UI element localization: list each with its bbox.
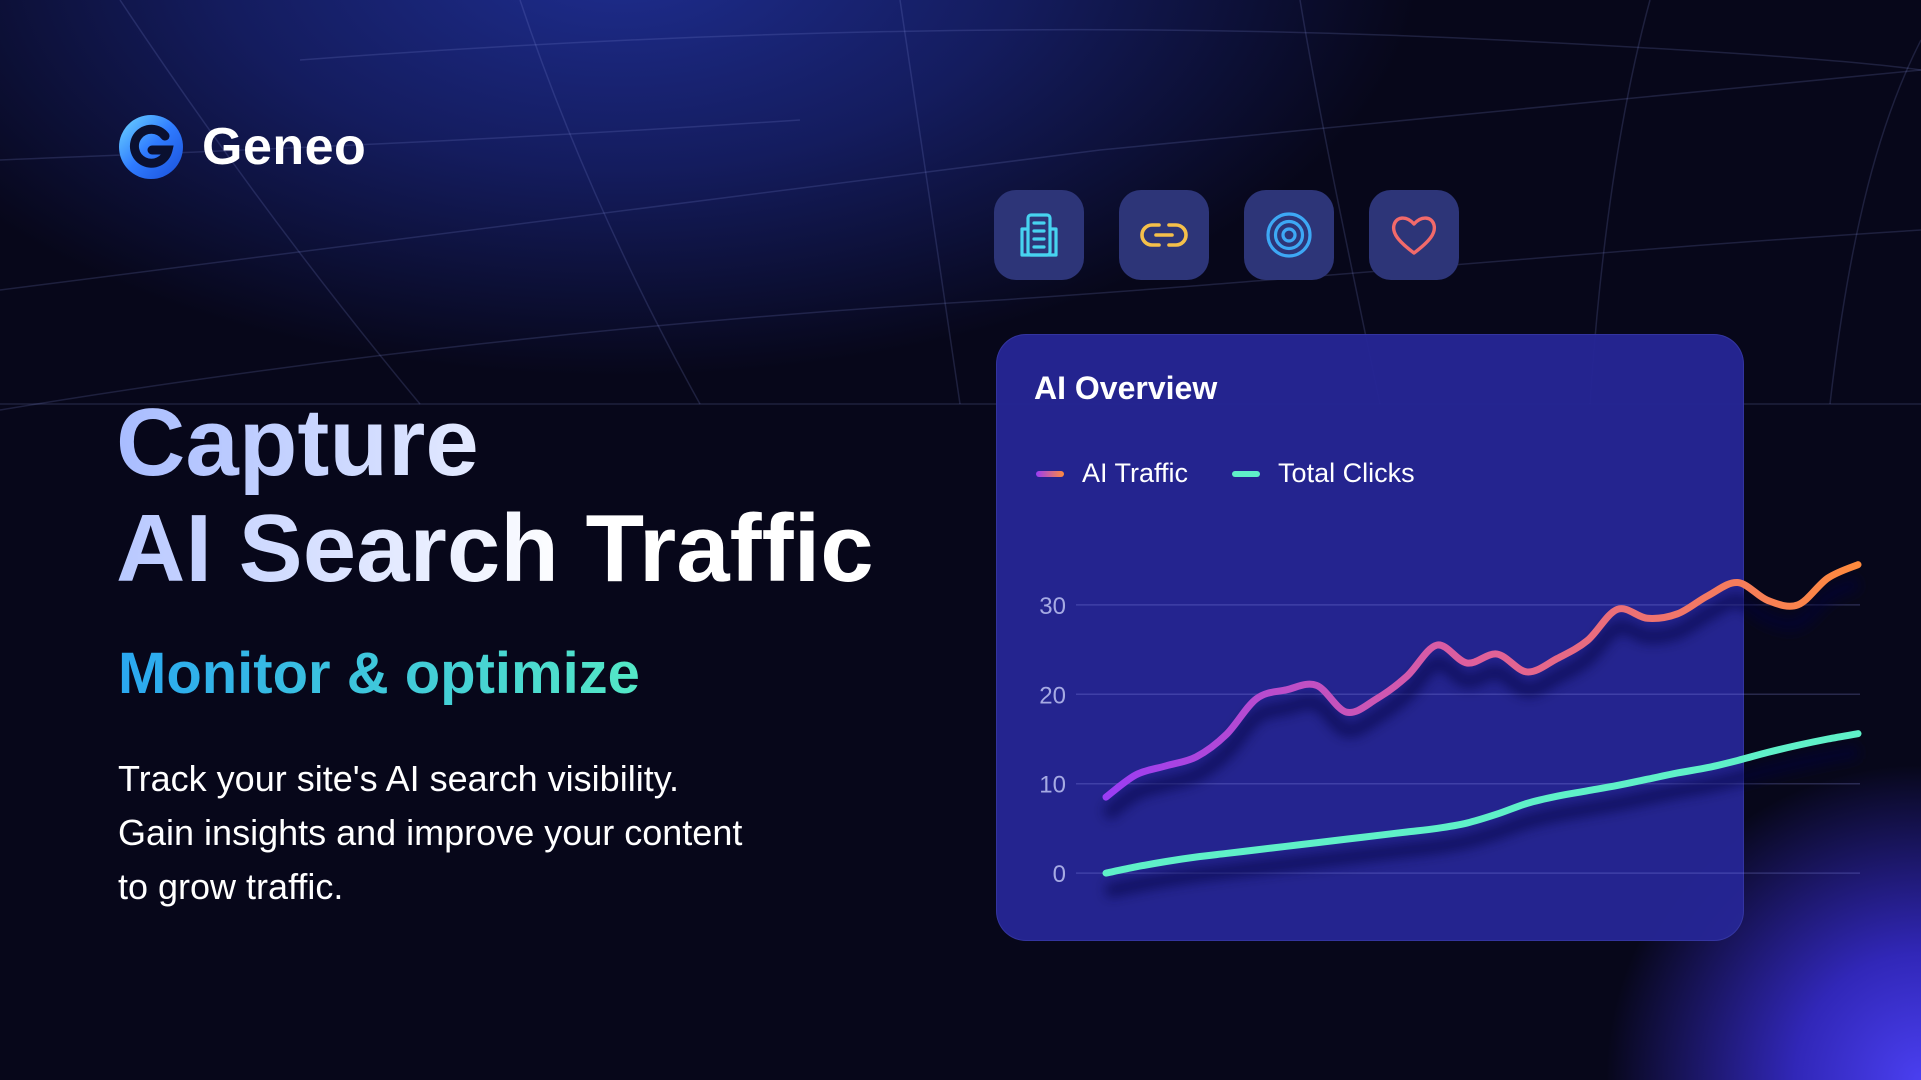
series-shadow-ai-traffic: [1101, 576, 1861, 821]
description: Track your site's AI search visibility. …: [118, 752, 838, 914]
legend-label: Total Clicks: [1278, 458, 1415, 488]
legend-item-total-clicks[interactable]: Total Clicks: [1232, 458, 1415, 489]
brand-logo[interactable]: Geneo: [118, 114, 366, 180]
series-line-total-clicks: [1102, 730, 1862, 877]
brand-name: Geneo: [202, 118, 367, 176]
geneo-logo-icon: [119, 115, 183, 179]
building-icon-tile[interactable]: [994, 190, 1084, 280]
chart-title: AI Overview: [1034, 370, 1218, 406]
link-icon: [1140, 223, 1188, 247]
legend-label: AI Traffic: [1082, 458, 1189, 488]
series-shadow-total-clicks: [1104, 744, 1860, 898]
y-tick-label: 0: [1053, 861, 1066, 888]
target-icon: [1266, 212, 1312, 258]
legend-item-ai-traffic[interactable]: AI Traffic: [1036, 458, 1188, 489]
y-tick-label: 30: [1039, 593, 1066, 620]
headline: Capture AI Search Traffic: [116, 390, 874, 602]
legend-swatch-ai-traffic: [1036, 470, 1064, 477]
series-line-ai-traffic: [1102, 561, 1862, 801]
description-line: to grow traffic.: [118, 866, 344, 907]
description-line: Track your site's AI search visibility.: [118, 758, 680, 799]
y-tick-label: 20: [1039, 682, 1066, 709]
building-icon: [1020, 213, 1058, 257]
heart-icon: [1391, 216, 1437, 255]
link-icon-tile[interactable]: [1119, 190, 1209, 280]
headline-line-2: AI Search Traffic: [116, 495, 874, 602]
headline-line-1: Capture: [116, 390, 874, 496]
legend-swatch-total-clicks: [1232, 470, 1261, 477]
y-tick-label: 10: [1039, 772, 1066, 799]
target-icon-tile[interactable]: [1244, 190, 1334, 280]
description-line: Gain insights and improve your content: [118, 812, 743, 853]
subheadline: Monitor & optimize: [118, 641, 640, 706]
chart-legend: AI Traffic Total Clicks: [1036, 458, 1459, 489]
heart-icon-tile[interactable]: [1369, 190, 1459, 280]
